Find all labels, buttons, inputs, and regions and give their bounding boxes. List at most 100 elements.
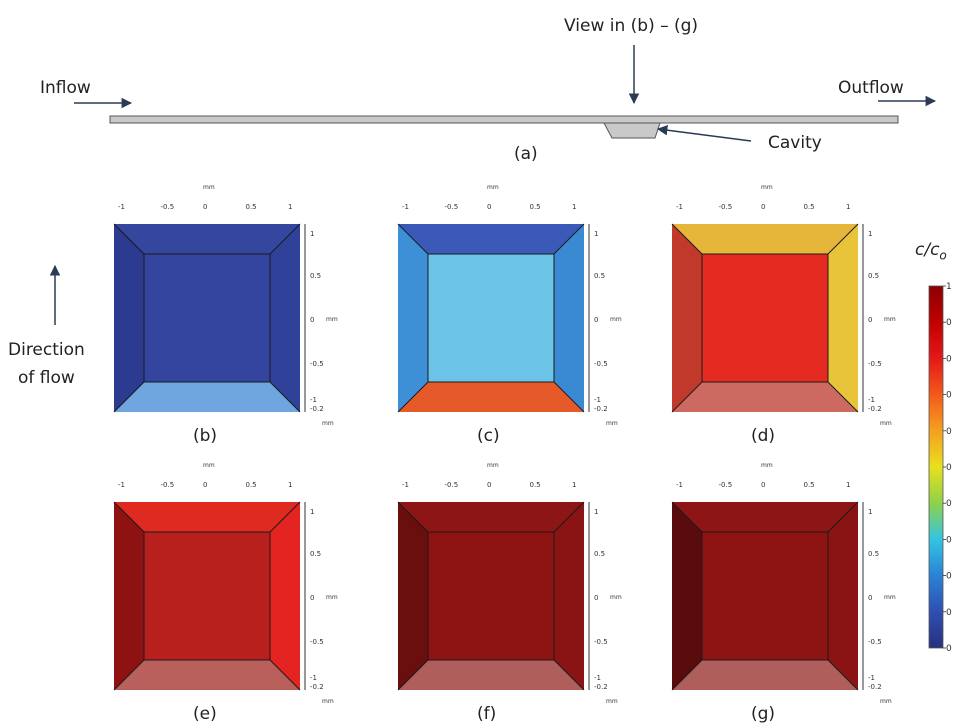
y-tick-label: 0 [868,594,873,602]
y-tick-label: 1 [310,508,315,516]
x-tick-label: 0 [761,203,766,211]
cavity-edge [553,501,585,533]
back-face [701,253,829,383]
x-tick-label: -0.5 [444,203,459,211]
caption-a: (a) [514,144,538,164]
colorbar-title: c/co [915,240,947,263]
bottom-face [398,382,584,412]
x-axis-unit: mm [487,184,499,191]
x-axis-unit: mm [761,184,773,191]
panel-g [671,501,864,691]
back-face [427,253,555,383]
cavity-edge [671,501,703,533]
outflow-label: Outflow [838,78,904,98]
cavity-pointer-arrow [656,125,752,142]
top-face [114,502,300,532]
x-tick-label: 0.5 [245,203,257,211]
z-axis-unit: mm [606,698,618,705]
y-tick-label: 0.5 [868,550,880,558]
panel-c [397,223,590,413]
y-tick-label: 1 [310,230,315,238]
z-axis-unit: mm [322,420,334,427]
y-tick-label: -1 [310,396,317,404]
back-face [143,531,271,661]
x-tick-label: -0.5 [718,203,733,211]
cavity-edge [269,659,301,691]
cavity-edge [553,659,585,691]
cavity-edge [269,381,301,413]
right-face [554,224,584,412]
y-tick-label: -0.2 [594,405,608,413]
colorbar-tick-label: 0 [946,499,952,509]
x-tick-label: 0 [203,203,208,211]
panel-f [397,501,590,691]
y-tick-label: 0.5 [310,272,322,280]
panel-b [113,223,306,413]
x-axis-unit: mm [203,184,215,191]
z-axis-unit: mm [322,698,334,705]
x-tick-label: 0 [761,481,766,489]
view-label: View in (b) – (g) [564,16,699,36]
y-axis-unit: mm [610,594,622,601]
colorbar-tick-label: 0 [946,608,952,618]
y-tick-label: -1 [594,674,601,682]
colorbar-tick-label: 0 [946,318,952,328]
cavity-edge [827,501,859,533]
y-tick-label: -0.2 [868,405,882,413]
y-axis-unit: mm [326,316,338,323]
y-axis-unit: mm [610,316,622,323]
left-face [672,502,702,690]
y-tick-label: -1 [868,674,875,682]
cavity-edge [113,381,145,413]
x-tick-label: 1 [572,481,577,489]
z-axis-unit: mm [606,420,618,427]
cavity-edge [827,223,859,255]
panel-caption: (e) [193,704,217,724]
cavity-edge [671,223,703,255]
left-face [398,224,428,412]
panel-caption: (d) [751,426,776,446]
x-tick-label: -0.5 [718,481,733,489]
y-tick-label: 1 [594,230,599,238]
colorbar-ticks: 1 0 0 0 0 0 0 0 0 0 0 [943,282,952,654]
bottom-face [398,660,584,690]
x-tick-label: 1 [572,203,577,211]
z-axis-unit: mm [880,698,892,705]
y-tick-label: 0.5 [594,550,606,558]
colorbar-tick-label: 1 [946,282,952,292]
y-tick-label: 1 [868,508,873,516]
x-tick-label: -1 [118,203,125,211]
cavity-label: Cavity [768,133,822,153]
top-face [672,224,858,254]
right-face [270,502,300,690]
x-tick-label: -1 [676,203,683,211]
cavity-edge [397,381,429,413]
bottom-face [672,660,858,690]
top-face [398,502,584,532]
x-tick-label: -1 [118,481,125,489]
z-axis-unit: mm [880,420,892,427]
panel-caption: (b) [193,426,218,446]
x-tick-label: -0.5 [444,481,459,489]
panel-caption: (c) [477,426,500,446]
left-face [672,224,702,412]
cavity-edge [113,659,145,691]
panel-e [113,501,306,691]
x-tick-label: -0.5 [160,481,175,489]
back-face [143,253,271,383]
colorbar-tick-label: 0 [946,463,952,473]
cavity-shape [603,122,661,139]
cavity-edge [113,223,145,255]
y-tick-label: -1 [310,674,317,682]
y-tick-label: 0.5 [310,550,322,558]
panel-caption: (g) [751,704,776,724]
x-axis-unit: mm [761,462,773,469]
direction-label-line1: Direction [8,340,85,360]
direction-label-line2: of flow [18,368,75,388]
x-tick-label: -0.5 [160,203,175,211]
colorbar-tick-label: 0 [946,354,952,364]
cavity-edge [553,381,585,413]
x-tick-label: 0.5 [803,203,815,211]
cavity-edge [269,223,301,255]
